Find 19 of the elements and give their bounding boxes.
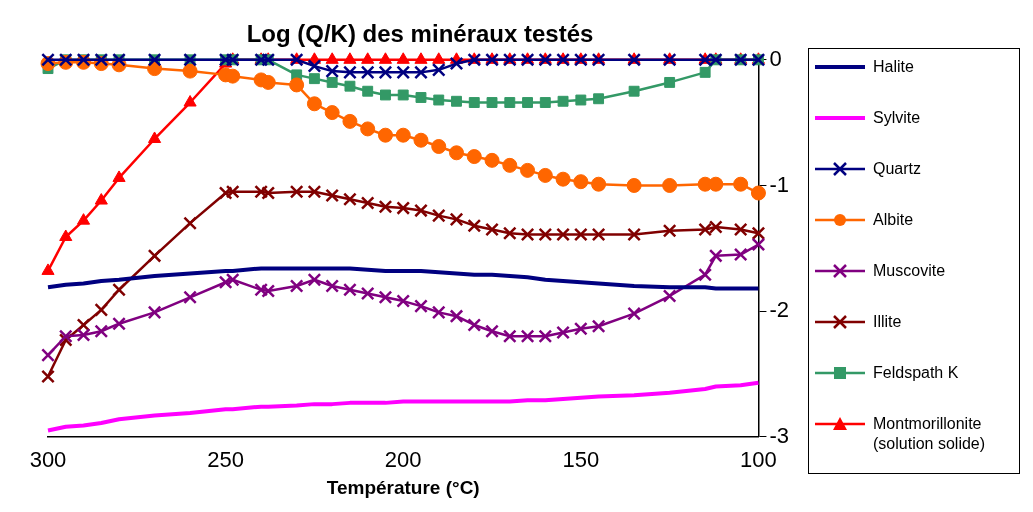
x-tick-label: 250: [207, 447, 244, 473]
y-tick-label: -1: [769, 171, 789, 197]
x-tick-label: 150: [562, 447, 600, 473]
legend-label: Muscovite: [873, 261, 946, 281]
legend-label: Albite: [873, 210, 914, 230]
legend-label: Illite: [873, 312, 902, 332]
legend-label: Halite: [873, 57, 914, 77]
x-axis-title: Température (°C): [326, 476, 480, 498]
legend-label: Feldspath K: [873, 363, 959, 383]
y-tick-label: 0: [769, 45, 782, 71]
x-tick-label: 300: [29, 447, 67, 473]
legend-label: Quartz: [873, 159, 922, 179]
chart-title: Log (Q/K) des minéraux testés: [246, 20, 594, 48]
legend-label: Montmorillonite (solution solide): [873, 414, 987, 454]
y-tick-label: -3: [769, 422, 789, 448]
legend-label: Sylvite: [873, 108, 921, 128]
y-tick-label: -2: [769, 297, 789, 323]
x-tick-label: 100: [740, 447, 777, 473]
x-tick-label: 200: [384, 447, 422, 473]
